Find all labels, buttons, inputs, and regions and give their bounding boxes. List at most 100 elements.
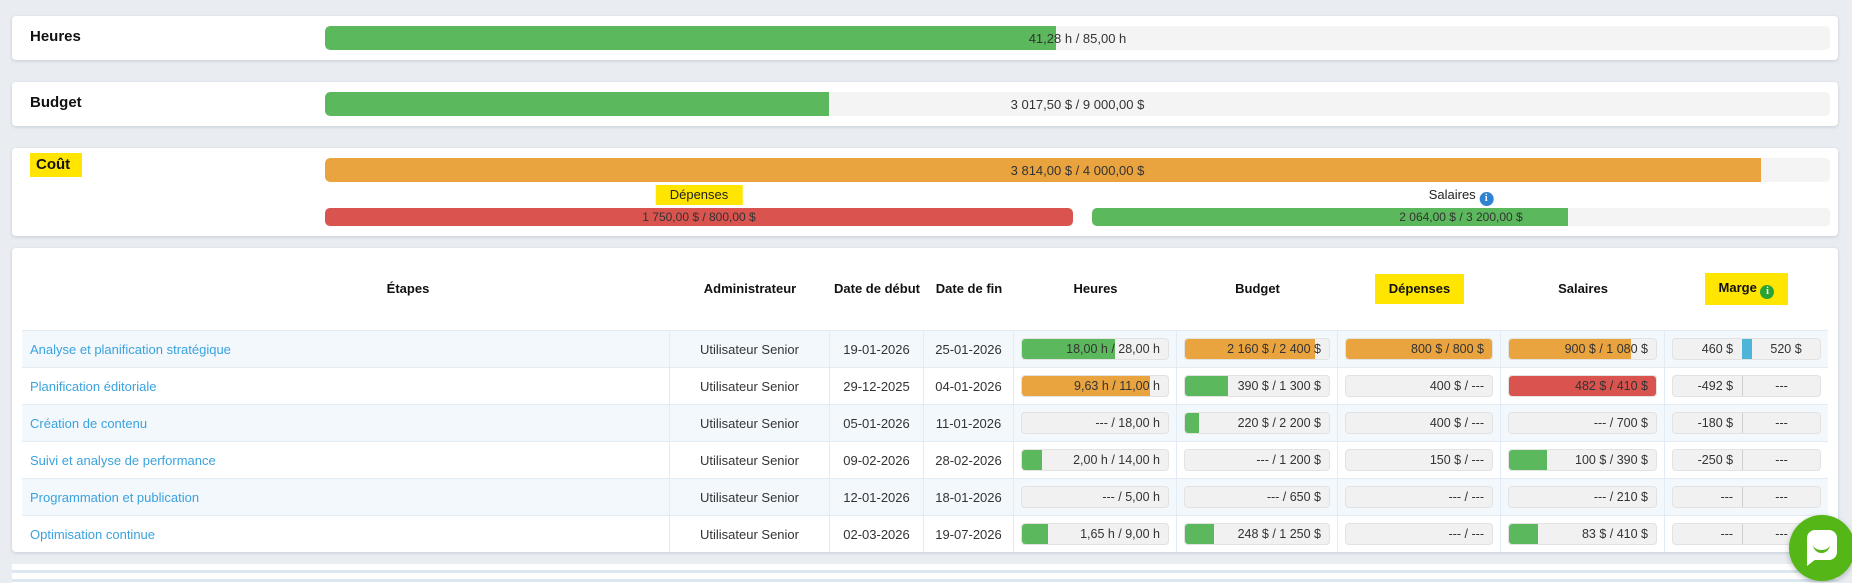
- salaires-cell: 100 $ / 390 $: [1501, 442, 1665, 478]
- budget-cell: 2 160 $ / 2 400 $: [1177, 331, 1338, 367]
- end-date-cell: 18-01-2026: [924, 479, 1014, 515]
- salaires-info-icon[interactable]: i: [1479, 192, 1493, 206]
- step-link[interactable]: Programmation et publication: [30, 490, 199, 505]
- marge-value: 460 $: [1673, 339, 1742, 359]
- etapes-cell: Optimisation continue: [22, 516, 670, 552]
- depenses-cell: 400 $ / ---: [1338, 405, 1501, 441]
- heures-pill: 1,65 h / 9,00 h: [1021, 523, 1169, 545]
- header-etapes: Étapes: [22, 248, 670, 330]
- step-link[interactable]: Création de contenu: [30, 416, 147, 431]
- depenses-pill: --- / ---: [1345, 523, 1493, 545]
- marge-pill: --- ---: [1672, 486, 1821, 508]
- depenses-pill: 800 $ / 800 $: [1345, 338, 1493, 360]
- budget-cell: 390 $ / 1 300 $: [1177, 368, 1338, 404]
- budget-progress-value: 3 017,50 $ / 9 000,00 $: [325, 92, 1830, 116]
- step-link[interactable]: Planification éditoriale: [30, 379, 156, 394]
- cout-label: Coût: [30, 153, 82, 177]
- step-link[interactable]: Analyse et planification stratégique: [30, 342, 231, 357]
- marge-planned-value: ---: [1743, 413, 1820, 433]
- marge-info-icon[interactable]: i: [1760, 285, 1774, 299]
- marge-planned-value: ---: [1743, 487, 1820, 507]
- budget-cell: 248 $ / 1 250 $: [1177, 516, 1338, 552]
- marge-cell: -250 $ ---: [1665, 442, 1828, 478]
- depenses-progress-value: 1 750,00 $ / 800,00 $: [325, 208, 1073, 226]
- heures-cell: 18,00 h / 28,00 h: [1014, 331, 1177, 367]
- heures-summary-card: Heures 41,28 h / 85,00 h: [12, 16, 1838, 60]
- budget-summary-card: Budget 3 017,50 $ / 9 000,00 $: [12, 82, 1838, 126]
- marge-pill: 460 $ 520 $: [1672, 338, 1821, 360]
- marge-cell: -180 $ ---: [1665, 405, 1828, 441]
- etapes-cell: Analyse et planification stratégique: [22, 331, 670, 367]
- salaires-pill: 900 $ / 1 080 $: [1508, 338, 1657, 360]
- chat-bubble-icon: [1807, 530, 1837, 560]
- salaires-cell: --- / 700 $: [1501, 405, 1665, 441]
- salaires-progress-value: 2 064,00 $ / 3 200,00 $: [1092, 208, 1830, 226]
- admin-cell: Utilisateur Senior: [670, 442, 830, 478]
- step-link[interactable]: Suivi et analyse de performance: [30, 453, 216, 468]
- start-date-cell: 29-12-2025: [830, 368, 924, 404]
- cout-summary-card: Coût 3 814,00 $ / 4 000,00 $ Dépenses Sa…: [12, 148, 1838, 236]
- salaires-cell: 482 $ / 410 $: [1501, 368, 1665, 404]
- table-row: Programmation et publication Utilisateur…: [22, 478, 1828, 515]
- header-depenses: Dépenses: [1338, 248, 1501, 330]
- depenses-progress-bar: 1 750,00 $ / 800,00 $: [325, 208, 1073, 226]
- heures-progress-value: 41,28 h / 85,00 h: [325, 26, 1830, 50]
- salaires-label: Salaires i: [1429, 185, 1494, 205]
- budget-pill: 2 160 $ / 2 400 $: [1184, 338, 1330, 360]
- marge-cell: --- ---: [1665, 479, 1828, 515]
- table-row: Optimisation continue Utilisateur Senior…: [22, 515, 1828, 552]
- header-budget: Budget: [1177, 248, 1338, 330]
- steps-table-card: Étapes Administrateur Date de début Date…: [12, 248, 1838, 552]
- end-date-cell: 11-01-2026: [924, 405, 1014, 441]
- etapes-cell: Programmation et publication: [22, 479, 670, 515]
- table-header-row: Étapes Administrateur Date de début Date…: [22, 248, 1828, 330]
- admin-cell: Utilisateur Senior: [670, 479, 830, 515]
- end-date-cell: 04-01-2026: [924, 368, 1014, 404]
- project-dashboard: Heures 41,28 h / 85,00 h Budget 3 017,50…: [0, 0, 1852, 583]
- heures-progress-bar: 41,28 h / 85,00 h: [325, 26, 1830, 50]
- marge-planned-value: ---: [1743, 450, 1820, 470]
- marge-value: -180 $: [1673, 413, 1742, 433]
- marge-planned-value: ---: [1743, 376, 1820, 396]
- start-date-cell: 19-01-2026: [830, 331, 924, 367]
- header-date-fin: Date de fin: [924, 248, 1014, 330]
- marge-value: -492 $: [1673, 376, 1742, 396]
- marge-value: ---: [1673, 487, 1742, 507]
- admin-cell: Utilisateur Senior: [670, 368, 830, 404]
- salaires-cell: 900 $ / 1 080 $: [1501, 331, 1665, 367]
- start-date-cell: 02-03-2026: [830, 516, 924, 552]
- depenses-pill: 400 $ / ---: [1345, 375, 1493, 397]
- heures-label: Heures: [30, 28, 81, 45]
- salaires-pill: --- / 210 $: [1508, 486, 1657, 508]
- table-row: Analyse et planification stratégique Uti…: [22, 330, 1828, 367]
- salaires-pill: 100 $ / 390 $: [1508, 449, 1657, 471]
- depenses-pill: 400 $ / ---: [1345, 412, 1493, 434]
- cout-progress-bar: 3 814,00 $ / 4 000,00 $: [325, 158, 1830, 182]
- depenses-cell: --- / ---: [1338, 516, 1501, 552]
- depenses-pill: 150 $ / ---: [1345, 449, 1493, 471]
- step-link[interactable]: Optimisation continue: [30, 527, 155, 542]
- header-marge: Marge i: [1665, 248, 1828, 330]
- budget-label: Budget: [30, 94, 82, 111]
- etapes-cell: Création de contenu: [22, 405, 670, 441]
- heures-cell: --- / 18,00 h: [1014, 405, 1177, 441]
- heures-cell: 2,00 h / 14,00 h: [1014, 442, 1177, 478]
- marge-cell: 460 $ 520 $: [1665, 331, 1828, 367]
- depenses-pill: --- / ---: [1345, 486, 1493, 508]
- depenses-cell: 150 $ / ---: [1338, 442, 1501, 478]
- heures-cell: 9,63 h / 11,00 h: [1014, 368, 1177, 404]
- budget-pill: 220 $ / 2 200 $: [1184, 412, 1330, 434]
- budget-cell: --- / 650 $: [1177, 479, 1338, 515]
- salaires-pill: 83 $ / 410 $: [1508, 523, 1657, 545]
- heures-cell: --- / 5,00 h: [1014, 479, 1177, 515]
- end-date-cell: 28-02-2026: [924, 442, 1014, 478]
- etapes-cell: Suivi et analyse de performance: [22, 442, 670, 478]
- header-heures: Heures: [1014, 248, 1177, 330]
- chat-launcher-button[interactable]: [1789, 515, 1852, 581]
- header-administrateur: Administrateur: [670, 248, 830, 330]
- salaires-progress-bar: 2 064,00 $ / 3 200,00 $: [1092, 208, 1830, 226]
- heures-pill: 2,00 h / 14,00 h: [1021, 449, 1169, 471]
- salaires-cell: --- / 210 $: [1501, 479, 1665, 515]
- marge-marker: [1742, 339, 1752, 359]
- next-card-edge: [12, 564, 1838, 583]
